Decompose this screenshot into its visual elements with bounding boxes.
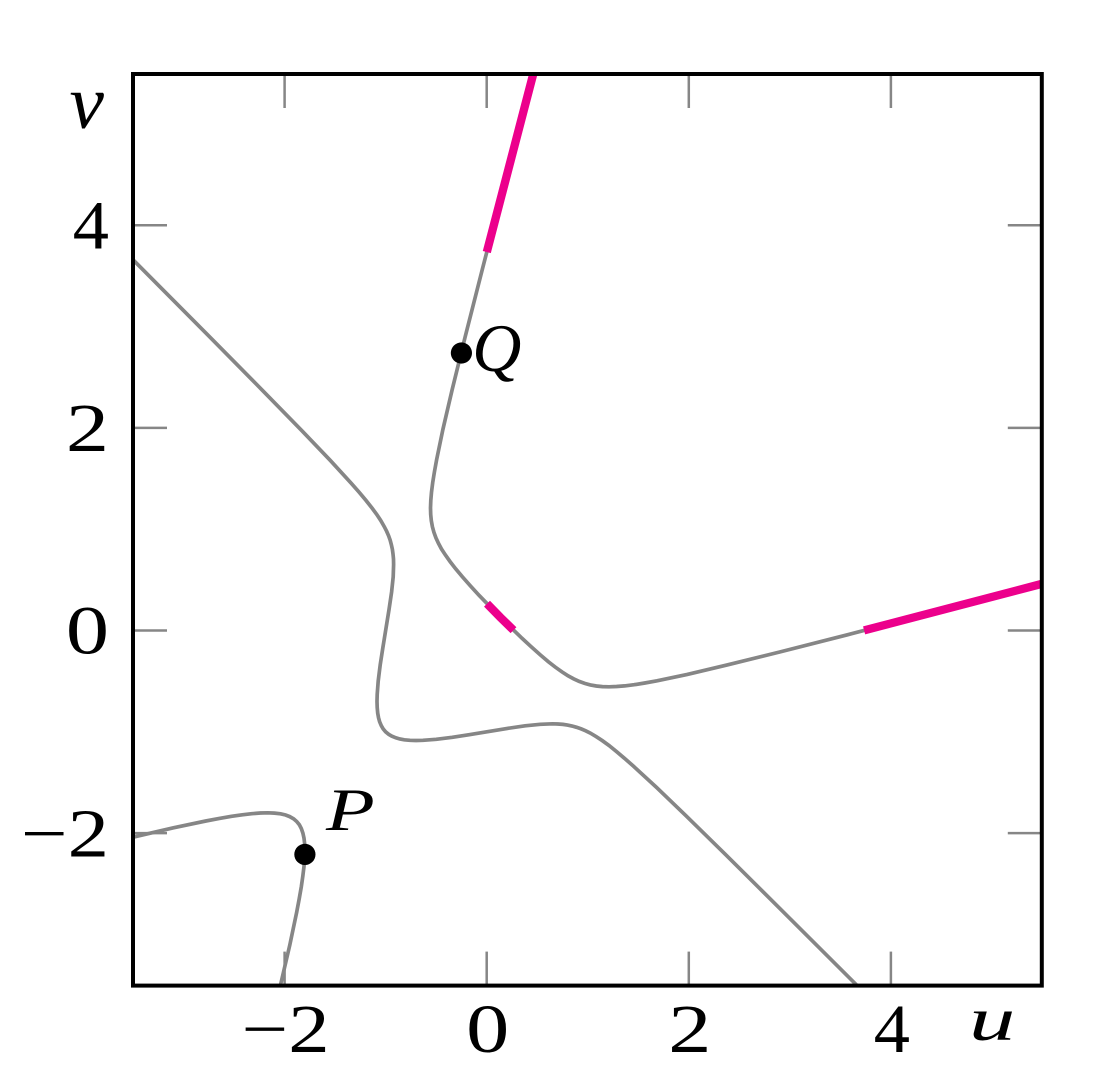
svg-text:2: 2 — [668, 990, 711, 1067]
svg-text:4: 4 — [73, 188, 109, 264]
svg-text:u: u — [969, 986, 1015, 1054]
svg-text:v: v — [70, 61, 105, 145]
svg-text:0: 0 — [466, 990, 509, 1067]
svg-text:0: 0 — [66, 592, 109, 669]
svg-text:Q: Q — [472, 310, 521, 386]
svg-text:−2: −2 — [242, 991, 330, 1067]
svg-text:4: 4 — [874, 992, 910, 1068]
svg-text:P: P — [325, 777, 375, 843]
svg-text:2: 2 — [66, 389, 109, 466]
svg-text:−2: −2 — [21, 796, 109, 872]
